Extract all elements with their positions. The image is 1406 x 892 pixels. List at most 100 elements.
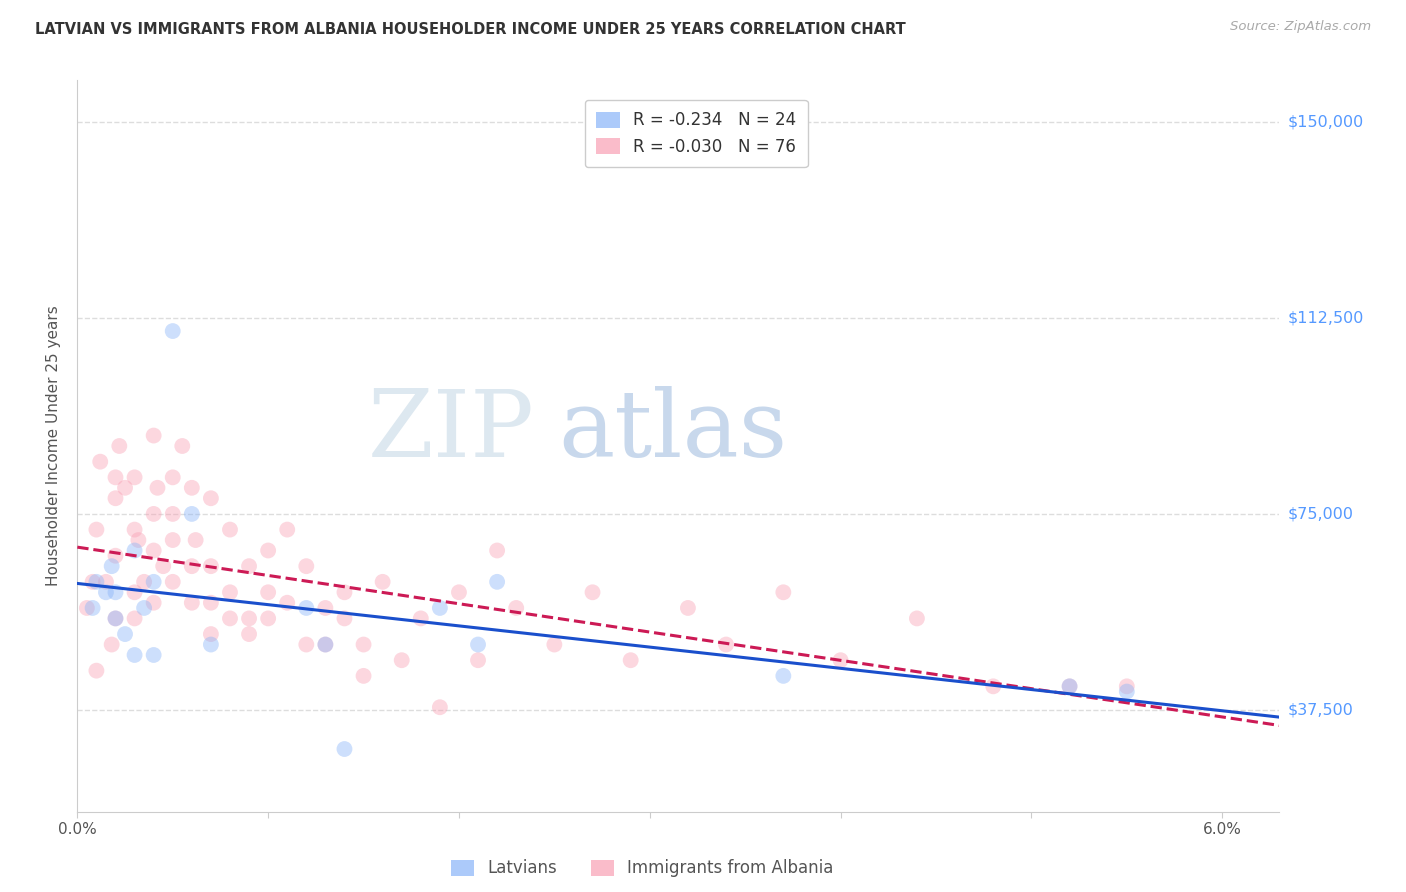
Point bbox=[124, 585, 146, 599]
Point bbox=[86, 523, 108, 537]
Point bbox=[219, 523, 242, 537]
Point bbox=[353, 669, 375, 683]
Point bbox=[295, 559, 318, 574]
Point bbox=[200, 627, 222, 641]
Point bbox=[200, 491, 222, 506]
Point bbox=[104, 611, 127, 625]
Text: Source: ZipAtlas.com: Source: ZipAtlas.com bbox=[1230, 20, 1371, 33]
Point bbox=[371, 574, 394, 589]
Point bbox=[152, 559, 174, 574]
Point bbox=[162, 574, 184, 589]
Point bbox=[391, 653, 413, 667]
Point bbox=[467, 653, 489, 667]
Point bbox=[238, 627, 260, 641]
Point bbox=[162, 507, 184, 521]
Point bbox=[333, 742, 356, 756]
Point bbox=[467, 638, 489, 652]
Point bbox=[162, 470, 184, 484]
Point bbox=[94, 574, 117, 589]
Point bbox=[447, 585, 470, 599]
Point bbox=[104, 585, 127, 599]
Point bbox=[676, 601, 699, 615]
Point bbox=[1115, 679, 1137, 693]
Point bbox=[219, 611, 242, 625]
Point bbox=[714, 638, 737, 652]
Point bbox=[184, 533, 207, 547]
Point bbox=[200, 559, 222, 574]
Point bbox=[180, 596, 202, 610]
Point bbox=[429, 601, 451, 615]
Point bbox=[180, 507, 202, 521]
Point bbox=[830, 653, 852, 667]
Point bbox=[257, 543, 280, 558]
Point bbox=[295, 638, 318, 652]
Point bbox=[142, 428, 165, 442]
Text: $112,500: $112,500 bbox=[1288, 310, 1364, 326]
Text: atlas: atlas bbox=[558, 386, 787, 476]
Point bbox=[581, 585, 603, 599]
Point bbox=[124, 543, 146, 558]
Point bbox=[124, 523, 146, 537]
Point bbox=[333, 585, 356, 599]
Point bbox=[295, 601, 318, 615]
Point bbox=[124, 470, 146, 484]
Point bbox=[180, 481, 202, 495]
Text: LATVIAN VS IMMIGRANTS FROM ALBANIA HOUSEHOLDER INCOME UNDER 25 YEARS CORRELATION: LATVIAN VS IMMIGRANTS FROM ALBANIA HOUSE… bbox=[35, 22, 905, 37]
Point bbox=[772, 585, 794, 599]
Point bbox=[505, 601, 527, 615]
Point bbox=[200, 638, 222, 652]
Point bbox=[132, 574, 156, 589]
Point bbox=[104, 611, 127, 625]
Point bbox=[104, 491, 127, 506]
Point bbox=[180, 559, 202, 574]
Point bbox=[238, 559, 260, 574]
Point bbox=[162, 324, 184, 338]
Point bbox=[114, 481, 136, 495]
Text: $37,500: $37,500 bbox=[1288, 702, 1354, 717]
Point bbox=[127, 533, 149, 547]
Point bbox=[100, 638, 122, 652]
Point bbox=[100, 559, 122, 574]
Point bbox=[82, 574, 104, 589]
Point bbox=[124, 611, 146, 625]
Point bbox=[486, 574, 509, 589]
Point bbox=[94, 585, 117, 599]
Point bbox=[142, 648, 165, 662]
Point bbox=[124, 648, 146, 662]
Point bbox=[132, 601, 156, 615]
Point bbox=[257, 585, 280, 599]
Point bbox=[76, 601, 98, 615]
Text: ZIP: ZIP bbox=[367, 386, 534, 476]
Text: $75,000: $75,000 bbox=[1288, 507, 1354, 522]
Point bbox=[257, 611, 280, 625]
Point bbox=[429, 700, 451, 714]
Point bbox=[981, 679, 1004, 693]
Point bbox=[772, 669, 794, 683]
Point bbox=[142, 543, 165, 558]
Point bbox=[82, 601, 104, 615]
Point bbox=[86, 664, 108, 678]
Point bbox=[409, 611, 432, 625]
Text: $150,000: $150,000 bbox=[1288, 114, 1364, 129]
Point bbox=[142, 574, 165, 589]
Point bbox=[314, 638, 336, 652]
Point bbox=[486, 543, 509, 558]
Point bbox=[89, 455, 111, 469]
Point bbox=[353, 638, 375, 652]
Legend: Latvians, Immigrants from Albania: Latvians, Immigrants from Albania bbox=[444, 853, 841, 884]
Point bbox=[620, 653, 643, 667]
Point bbox=[114, 627, 136, 641]
Point bbox=[142, 596, 165, 610]
Point bbox=[276, 523, 298, 537]
Point bbox=[104, 470, 127, 484]
Point bbox=[200, 596, 222, 610]
Point bbox=[1115, 684, 1137, 698]
Point bbox=[543, 638, 565, 652]
Point bbox=[219, 585, 242, 599]
Point bbox=[314, 601, 336, 615]
Point bbox=[333, 611, 356, 625]
Point bbox=[1059, 679, 1081, 693]
Point bbox=[314, 638, 336, 652]
Point bbox=[162, 533, 184, 547]
Point bbox=[238, 611, 260, 625]
